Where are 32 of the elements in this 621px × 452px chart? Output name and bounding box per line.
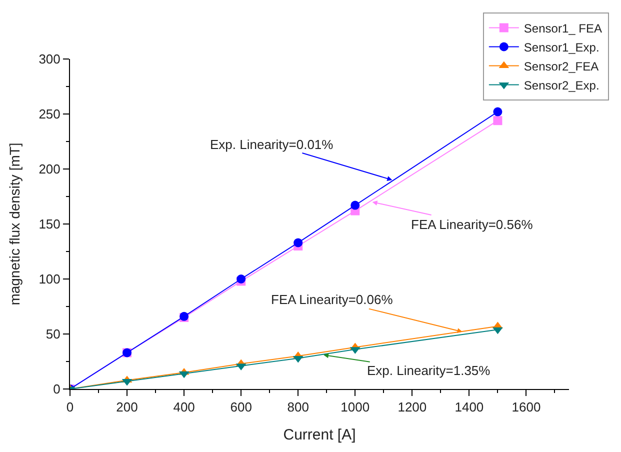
x-tick-label: 600 [230,400,252,415]
legend-label: Sensor2_Exp. [524,78,600,92]
point [492,327,503,334]
y-tick-label: 100 [38,272,60,287]
point [294,238,303,248]
point [236,274,246,284]
annotation: FEA Linearity=0.56% [411,217,534,232]
x-tick-label: 200 [116,400,138,415]
point [493,116,502,126]
y-tick-label: 50 [46,326,60,342]
point [350,200,360,210]
x-tick-label: 400 [173,400,195,415]
x-tick-label: 1400 [454,400,484,415]
x-axis-title: Current [A] [283,426,356,444]
legend-label: Sensor1_Exp. [524,40,600,54]
x-tick-label: 0 [66,400,74,415]
legend-label: Sensor2_FEA [524,59,599,74]
legend-label: Sensor1_ FEA [524,21,602,36]
x-tick-label: 1200 [398,400,427,415]
annotation: Exp. Linearity=1.35% [367,363,491,378]
y-tick-label: 300 [38,52,60,67]
y-axis-title: magnetic flux density [mT] [6,142,22,306]
annotation: FEA Linearity=0.06% [271,292,394,307]
x-tick-label: 1600 [512,400,541,415]
point [493,107,502,116]
y-tick-label: 250 [38,106,60,122]
y-tick-label: 0 [53,382,60,397]
y-tick-label: 200 [38,162,60,177]
y-tick-label: 150 [38,216,60,232]
x-tick-label: 1000 [340,400,370,415]
annotation: Exp. Linearity=0.01% [210,137,334,152]
x-tick-label: 800 [287,400,309,415]
